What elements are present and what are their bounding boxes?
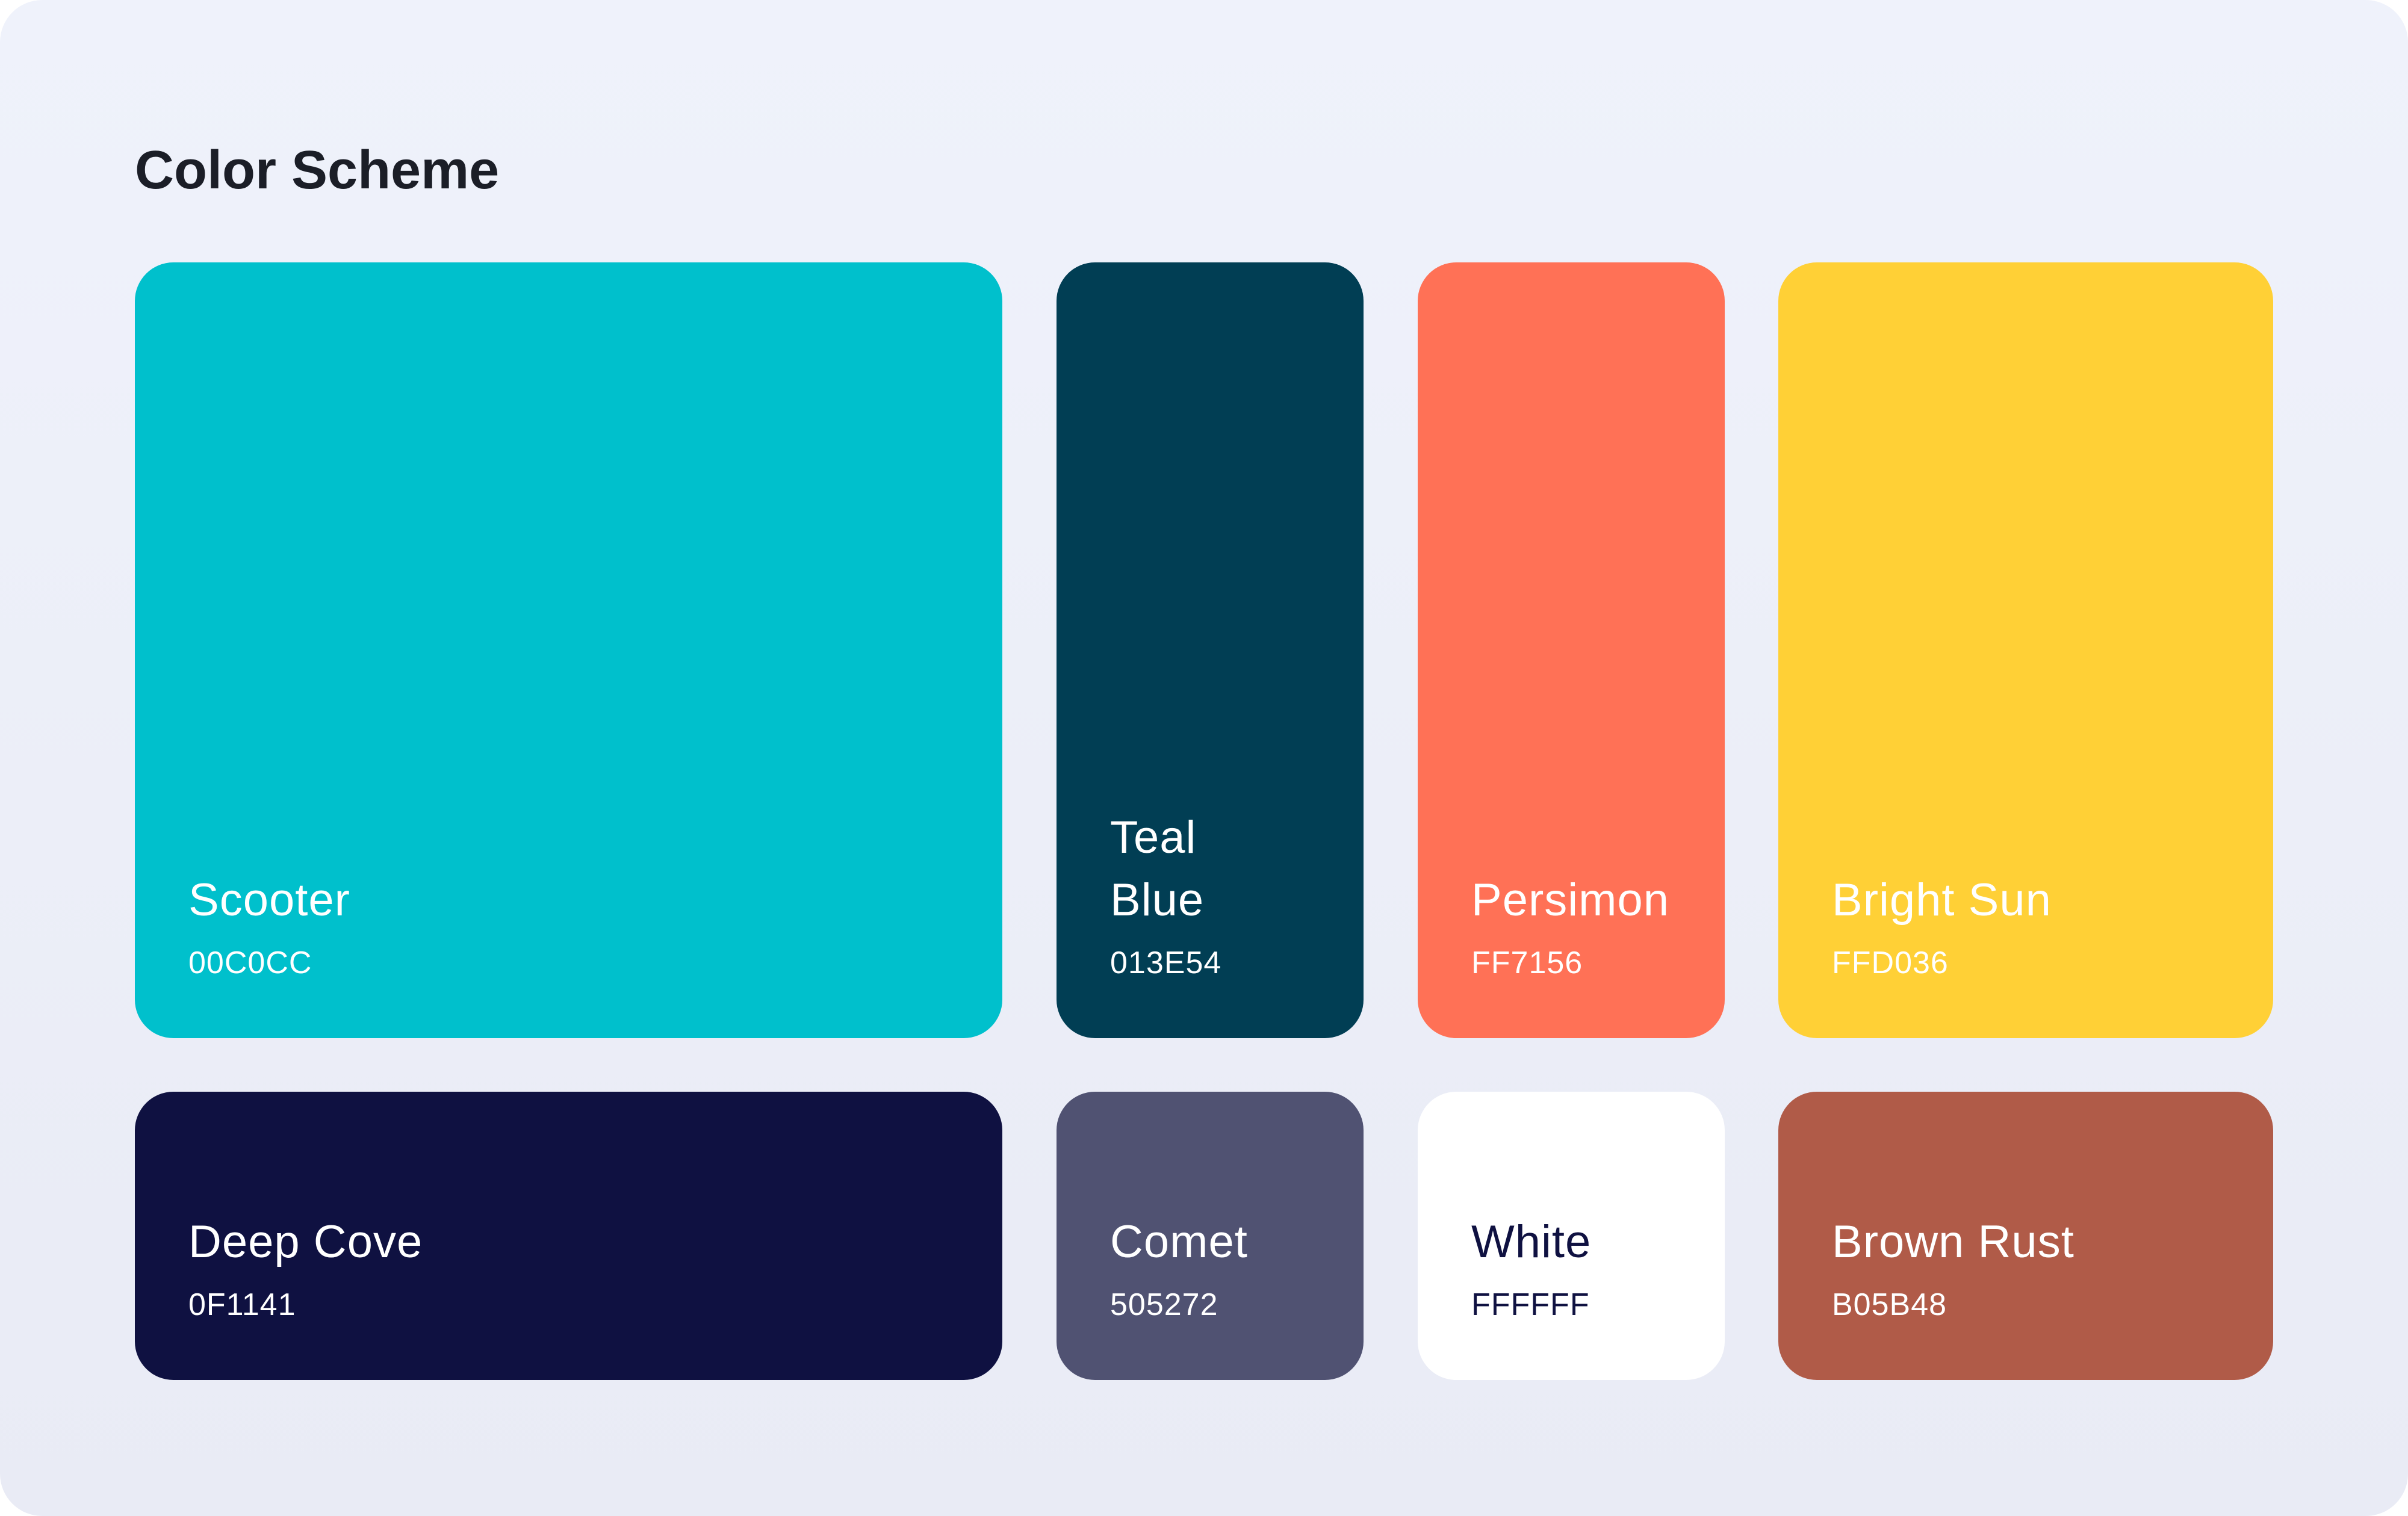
swatch-brown-rust[interactable]: Brown Rust B05B48 bbox=[1778, 1092, 2273, 1380]
swatch-name: Bright Sun bbox=[1832, 874, 2052, 926]
swatch-hex: 00C0CC bbox=[188, 945, 312, 980]
swatch-hex: FFD036 bbox=[1832, 945, 1949, 980]
swatch-name: Persimon bbox=[1471, 874, 1669, 926]
swatch-name: Deep Cove bbox=[188, 1216, 423, 1267]
swatch-hex: B05B48 bbox=[1832, 1287, 1947, 1322]
swatch-hex: 505272 bbox=[1110, 1287, 1218, 1322]
swatch-name: Brown Rust bbox=[1832, 1216, 2074, 1267]
swatch-name: Comet bbox=[1110, 1216, 1248, 1267]
swatch-bright-sun[interactable]: Bright Sun FFD036 bbox=[1778, 262, 2273, 1038]
page-title: Color Scheme bbox=[135, 140, 500, 200]
swatch-scooter[interactable]: Scooter 00C0CC bbox=[135, 262, 1002, 1038]
swatch-name: White bbox=[1471, 1216, 1592, 1267]
swatch-deep-cove[interactable]: Deep Cove 0F1141 bbox=[135, 1092, 1002, 1380]
swatch-hex: 0F1141 bbox=[188, 1287, 296, 1322]
swatch-name: Teal Blue bbox=[1110, 812, 1205, 926]
swatch-teal-blue[interactable]: Teal Blue 013E54 bbox=[1057, 262, 1364, 1038]
swatch-comet[interactable]: Comet 505272 bbox=[1057, 1092, 1364, 1380]
swatch-name: Scooter bbox=[188, 874, 350, 926]
swatch-hex: FF7156 bbox=[1471, 945, 1583, 980]
swatch-persimon[interactable]: Persimon FF7156 bbox=[1418, 262, 1725, 1038]
swatch-white[interactable]: White FFFFFF bbox=[1418, 1092, 1725, 1380]
swatch-hex: 013E54 bbox=[1110, 945, 1222, 980]
swatch-hex: FFFFFF bbox=[1471, 1287, 1590, 1322]
